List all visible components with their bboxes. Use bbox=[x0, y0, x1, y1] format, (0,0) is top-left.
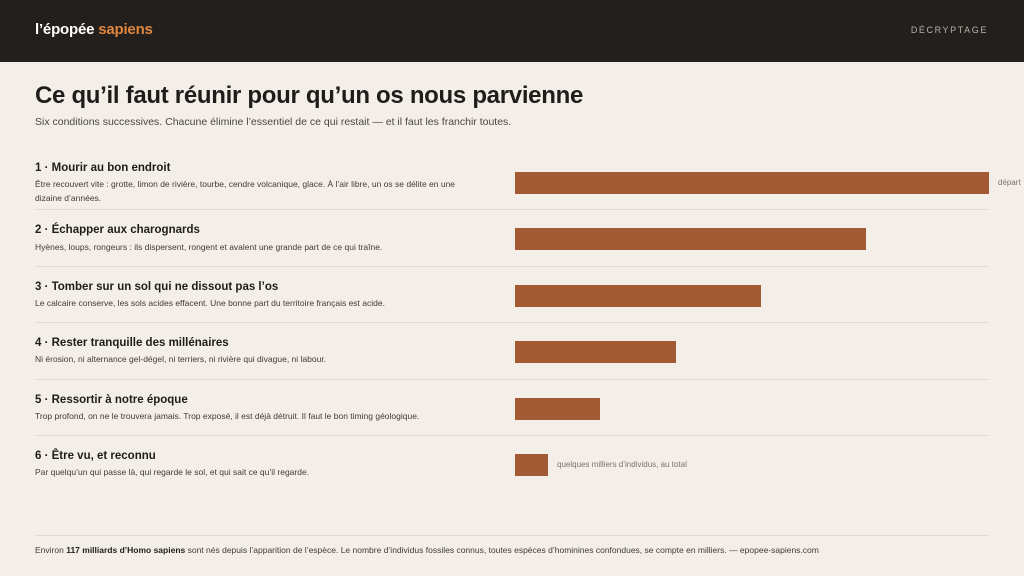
condition-description: Trop profond, on ne le trouvera jamais. … bbox=[35, 411, 420, 421]
survival-bar bbox=[515, 285, 761, 307]
condition-row: 1 · Mourir au bon endroit Être recouvert … bbox=[35, 152, 1021, 210]
page-subtitle: Six conditions successives. Chacune élim… bbox=[35, 116, 512, 128]
footer-prefix: Environ bbox=[35, 545, 67, 555]
site-logo[interactable]: l’épopée sapiens bbox=[35, 21, 153, 38]
bar-annotation: départ bbox=[998, 178, 1021, 187]
condition-description: Hyènes, loups, rongeurs : ils dispersent… bbox=[35, 242, 383, 252]
condition-description: Le calcaire conserve, les sols acides ef… bbox=[35, 298, 385, 308]
condition-title: 1 · Mourir au bon endroit bbox=[35, 162, 171, 174]
condition-row: 3 · Tomber sur un sol qui ne dissout pas… bbox=[35, 267, 989, 323]
bar-annotation: quelques milliers d’individus, au total bbox=[557, 460, 687, 469]
survival-bar bbox=[515, 228, 866, 250]
brand-accent: sapiens bbox=[98, 21, 153, 38]
condition-row: 6 · Être vu, et reconnu Par quelqu’un qui… bbox=[35, 436, 989, 492]
condition-description: Ni érosion, ni alternance gel-dégel, ni … bbox=[35, 354, 327, 364]
condition-row: 4 · Rester tranquille des millénaires Ni … bbox=[35, 323, 989, 380]
condition-title: 4 · Rester tranquille des millénaires bbox=[35, 337, 229, 349]
nav-link-decryptage[interactable]: DÉCRYPTAGE bbox=[910, 25, 988, 35]
condition-title: 5 · Ressortir à notre époque bbox=[35, 394, 188, 406]
page-title: Ce qu’il faut réunir pour qu’un os nous … bbox=[35, 82, 583, 109]
condition-row: 2 · Échapper aux charognards Hyènes, loup… bbox=[35, 210, 989, 267]
condition-title: 6 · Être vu, et reconnu bbox=[35, 450, 156, 462]
footer-divider bbox=[35, 535, 989, 536]
condition-title: 3 · Tomber sur un sol qui ne dissout pas… bbox=[35, 281, 279, 293]
condition-description: Par quelqu’un qui passe là, qui regarde … bbox=[35, 467, 310, 477]
footer-highlight: 117 milliards d’Homo sapiens bbox=[66, 545, 186, 555]
condition-description: Être recouvert vite : grotte, limon de r… bbox=[35, 179, 456, 203]
condition-row: 5 · Ressortir à notre époque Trop profond… bbox=[35, 380, 989, 436]
footer-suffix: sont nés depuis l’apparition de l’espèce… bbox=[185, 545, 819, 555]
survival-bar bbox=[515, 341, 676, 363]
footer-note: Environ 117 milliards d’Homo sapiens son… bbox=[35, 545, 819, 555]
brand-main: l’épopée bbox=[35, 21, 99, 38]
survival-bar bbox=[515, 172, 989, 194]
top-bar: l’épopée sapiens DÉCRYPTAGE bbox=[0, 0, 1024, 62]
survival-bar bbox=[515, 398, 600, 420]
condition-title: 2 · Échapper aux charognards bbox=[35, 224, 200, 236]
survival-bar bbox=[515, 454, 548, 476]
